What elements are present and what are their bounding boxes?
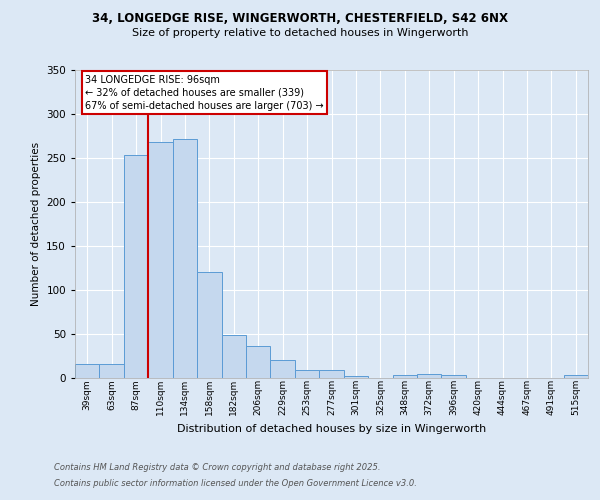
Bar (246, 346, 271, 378)
Bar (392, 375, 417, 378)
Bar (148, 142, 173, 378)
Bar (319, 370, 344, 378)
Text: 34 LONGEDGE RISE: 96sqm
← 32% of detached houses are smaller (339)
67% of semi-d: 34 LONGEDGE RISE: 96sqm ← 32% of detache… (85, 74, 324, 111)
Bar (100, 364, 124, 378)
Bar (417, 374, 442, 378)
Y-axis label: Number of detached properties: Number of detached properties (31, 142, 41, 306)
Bar (197, 272, 221, 378)
Bar (563, 375, 588, 378)
Bar (221, 336, 246, 378)
Text: Size of property relative to detached houses in Wingerworth: Size of property relative to detached ho… (132, 28, 468, 38)
Bar (344, 376, 368, 378)
Text: Contains public sector information licensed under the Open Government Licence v3: Contains public sector information licen… (54, 478, 417, 488)
X-axis label: Distribution of detached houses by size in Wingerworth: Distribution of detached houses by size … (177, 424, 486, 434)
Text: 34, LONGEDGE RISE, WINGERWORTH, CHESTERFIELD, S42 6NX: 34, LONGEDGE RISE, WINGERWORTH, CHESTERF… (92, 12, 508, 26)
Bar (442, 375, 466, 378)
Bar (271, 360, 295, 378)
Bar (124, 155, 148, 378)
Bar (295, 370, 319, 378)
Bar (75, 364, 100, 378)
Text: Contains HM Land Registry data © Crown copyright and database right 2025.: Contains HM Land Registry data © Crown c… (54, 464, 380, 472)
Bar (173, 138, 197, 378)
